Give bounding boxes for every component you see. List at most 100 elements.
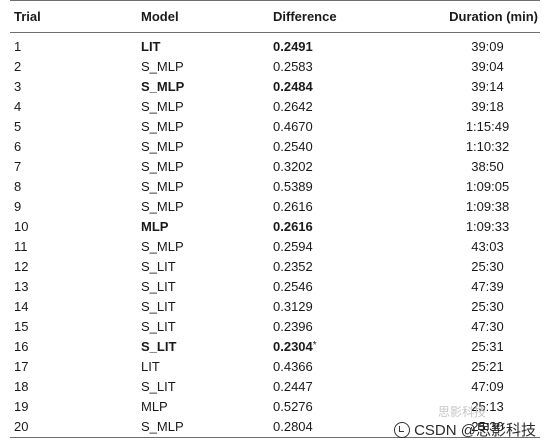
- cell-difference-text: 0.3129: [273, 299, 313, 314]
- table-row: 14 S_LIT 0.3129 25:30: [10, 297, 540, 317]
- cell-difference-text: 0.3202: [273, 159, 313, 174]
- cell-trial-text: 6: [14, 139, 22, 154]
- cell-model: S_MLP: [137, 197, 265, 217]
- cell-model: S_LIT: [137, 337, 265, 357]
- cell-duration: 1:09:33: [405, 217, 540, 237]
- cell-duration-text: 25:30: [471, 419, 504, 434]
- cell-duration-text: 47:39: [471, 279, 504, 294]
- cell-trial: 16: [10, 337, 137, 357]
- cell-duration: 1:09:38: [405, 197, 540, 217]
- table-header: Trial Model Difference Duration (min): [10, 0, 540, 33]
- cell-trial-text: 3: [14, 79, 22, 94]
- cell-model-text: S_LIT: [141, 319, 176, 334]
- cell-difference: 0.2447: [265, 377, 405, 397]
- cell-model: S_MLP: [137, 57, 265, 77]
- cell-trial: 9: [10, 197, 137, 217]
- cell-model: S_MLP: [137, 137, 265, 157]
- cell-duration-text: 39:09: [471, 39, 504, 54]
- cell-duration-text: 1:09:33: [465, 219, 510, 234]
- cell-duration: 1:09:05: [405, 177, 540, 197]
- table-row: 12 S_LIT 0.2352 25:30: [10, 257, 540, 277]
- cell-model-text: S_MLP: [141, 99, 184, 114]
- cell-trial-text: 20: [14, 419, 29, 434]
- cell-trial-text: 16: [14, 339, 29, 354]
- cell-trial-text: 12: [14, 259, 29, 274]
- header-trial: Trial: [10, 0, 137, 33]
- cell-duration-text: 43:03: [471, 239, 504, 254]
- table-row: 18 S_LIT 0.2447 47:09: [10, 377, 540, 397]
- cell-duration: 1:10:32: [405, 137, 540, 157]
- cell-trial: 19: [10, 397, 137, 417]
- table-row: 17 LIT 0.4366 25:21: [10, 357, 540, 377]
- table-row: 2 S_MLP 0.2583 39:04: [10, 57, 540, 77]
- cell-model-text: S_MLP: [141, 139, 184, 154]
- cell-difference-text: 0.2352: [273, 259, 313, 274]
- cell-model: LIT: [137, 357, 265, 377]
- cell-duration-text: 47:09: [471, 379, 504, 394]
- cell-duration-text: 25:30: [471, 259, 504, 274]
- header-model: Model: [137, 0, 265, 33]
- cell-model: S_LIT: [137, 377, 265, 397]
- cell-duration-text: 1:09:05: [465, 179, 510, 194]
- cell-model: S_LIT: [137, 277, 265, 297]
- cell-difference: 0.5276: [265, 397, 405, 417]
- cell-trial: 4: [10, 97, 137, 117]
- table-row: 19 MLP 0.5276 25:13: [10, 397, 540, 417]
- results-table: Trial Model Difference Duration (min) 1 L…: [10, 0, 540, 438]
- cell-duration-text: 25:21: [471, 359, 504, 374]
- cell-difference: 0.2540: [265, 137, 405, 157]
- cell-trial-text: 2: [14, 59, 22, 74]
- cell-model: S_MLP: [137, 157, 265, 177]
- table-row: 3 S_MLP 0.2484 39:14: [10, 77, 540, 97]
- cell-duration: 38:50: [405, 157, 540, 177]
- cell-difference-text: 0.2540: [273, 139, 313, 154]
- cell-difference: 0.2491: [265, 33, 405, 58]
- header-duration: Duration (min): [405, 0, 540, 33]
- cell-trial: 18: [10, 377, 137, 397]
- cell-trial-text: 9: [14, 199, 22, 214]
- cell-trial-text: 4: [14, 99, 22, 114]
- cell-difference-text: 0.2304: [273, 339, 313, 354]
- cell-trial: 20: [10, 417, 137, 438]
- cell-duration: 39:09: [405, 33, 540, 58]
- table-body: 1 LIT 0.2491 39:09 2 S_MLP 0.2583 39:04 3 S_MLP 0.…: [10, 33, 540, 438]
- cell-model: S_MLP: [137, 77, 265, 97]
- cell-difference: 0.2642: [265, 97, 405, 117]
- cell-trial: 11: [10, 237, 137, 257]
- cell-model-text: LIT: [141, 39, 161, 54]
- cell-difference: 0.2594: [265, 237, 405, 257]
- cell-difference: 0.4366: [265, 357, 405, 377]
- cell-duration: 47:30: [405, 317, 540, 337]
- cell-model-text: S_LIT: [141, 279, 176, 294]
- cell-trial: 1: [10, 33, 137, 58]
- cell-model-text: S_MLP: [141, 119, 184, 134]
- cell-model: S_MLP: [137, 177, 265, 197]
- table-row: 20 S_MLP 0.2804 25:30: [10, 417, 540, 438]
- cell-difference: 0.2616: [265, 197, 405, 217]
- cell-duration: 25:30: [405, 417, 540, 438]
- cell-difference: 0.2546: [265, 277, 405, 297]
- cell-trial-text: 10: [14, 219, 29, 234]
- cell-duration: 39:18: [405, 97, 540, 117]
- cell-difference: 0.3129: [265, 297, 405, 317]
- cell-model-text: S_LIT: [141, 339, 177, 354]
- cell-model-text: S_MLP: [141, 419, 184, 434]
- cell-model: S_LIT: [137, 317, 265, 337]
- header-difference: Difference: [265, 0, 405, 33]
- cell-duration: 47:09: [405, 377, 540, 397]
- cell-duration: 25:21: [405, 357, 540, 377]
- cell-difference-text: 0.4366: [273, 359, 313, 374]
- cell-model-text: S_MLP: [141, 159, 184, 174]
- cell-trial-text: 14: [14, 299, 29, 314]
- cell-difference-text: 0.2447: [273, 379, 313, 394]
- cell-trial-text: 1: [14, 39, 22, 54]
- cell-duration-text: 25:31: [471, 339, 504, 354]
- cell-duration: 25:30: [405, 257, 540, 277]
- cell-difference-text: 0.2491: [273, 39, 313, 54]
- cell-duration: 25:13: [405, 397, 540, 417]
- cell-difference: 0.4670: [265, 117, 405, 137]
- cell-trial-text: 13: [14, 279, 29, 294]
- cell-difference: 0.2352: [265, 257, 405, 277]
- cell-difference-text: 0.5276: [273, 399, 313, 414]
- cell-trial-text: 8: [14, 179, 22, 194]
